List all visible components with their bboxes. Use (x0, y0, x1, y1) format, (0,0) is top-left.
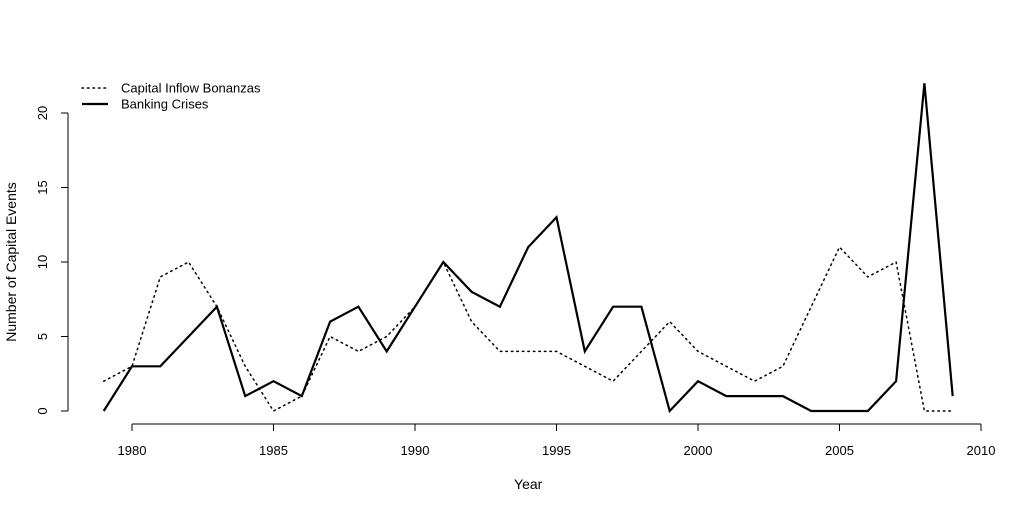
x-tick-label: 1980 (118, 443, 147, 458)
y-tick-label: 0 (35, 407, 50, 414)
legend: Capital Inflow Bonanzas Banking Crises (81, 81, 261, 112)
x-tick-label: 2005 (825, 443, 854, 458)
y-axis: 0 5 10 15 20 (35, 106, 69, 415)
x-tick-label: 2010 (967, 443, 996, 458)
legend-label-capital-inflow-bonanzas: Capital Inflow Bonanzas (121, 81, 261, 96)
x-tick-label: 1995 (542, 443, 571, 458)
y-tick-label: 5 (35, 333, 50, 340)
legend-label-banking-crises: Banking Crises (121, 97, 209, 112)
y-tick-label: 20 (35, 106, 50, 120)
x-tick-label: 1985 (259, 443, 288, 458)
series-line-banking-crises (102, 83, 954, 414)
series-line-capital-inflow-bonanzas (102, 245, 954, 412)
x-tick-label: 1990 (401, 443, 430, 458)
x-axis-title: Year (514, 476, 543, 492)
y-tick-label: 10 (35, 255, 50, 269)
y-tick-label: 15 (35, 180, 50, 194)
y-axis-title: Number of Capital Events (3, 182, 19, 342)
x-axis: 1980 1985 1990 1995 2000 2005 2010 (118, 423, 996, 458)
series-layer (102, 83, 954, 414)
x-tick-label: 2000 (684, 443, 713, 458)
